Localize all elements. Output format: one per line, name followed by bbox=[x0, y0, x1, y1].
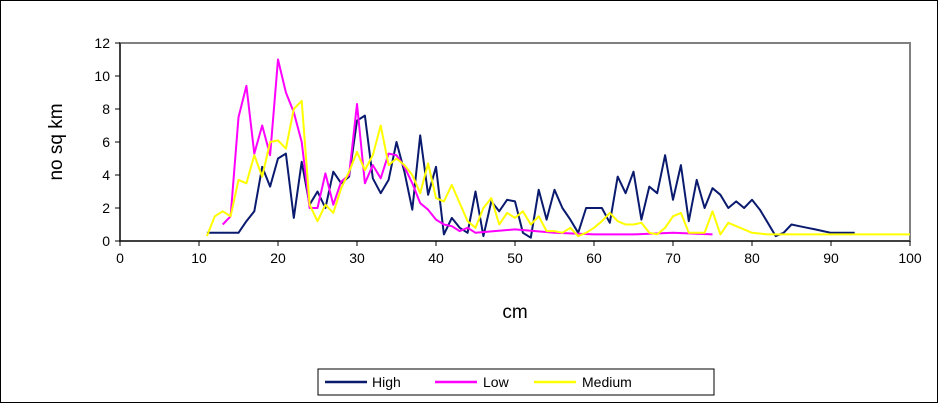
y-tick-label: 10 bbox=[94, 68, 110, 84]
x-tick-label: 50 bbox=[507, 250, 523, 266]
series-line-medium bbox=[205, 99, 910, 238]
series-line-low bbox=[221, 58, 713, 236]
plot-area bbox=[119, 42, 911, 242]
y-tick-label: 8 bbox=[102, 101, 110, 117]
y-tick-label: 12 bbox=[94, 35, 110, 51]
x-tick-label: 40 bbox=[428, 250, 444, 266]
y-tick-label: 6 bbox=[102, 134, 110, 150]
x-axis-title: cm bbox=[502, 302, 527, 323]
x-tick-label: 80 bbox=[744, 250, 760, 266]
x-tick-label: 10 bbox=[191, 250, 207, 266]
series-layer bbox=[205, 58, 910, 239]
y-axis-title: no sq km bbox=[46, 103, 67, 180]
legend-box bbox=[317, 368, 715, 396]
x-tick-label: 0 bbox=[116, 250, 124, 266]
y-tick-label: 2 bbox=[102, 200, 110, 216]
legend: High Low Medium bbox=[317, 368, 715, 396]
x-tick-label: 60 bbox=[586, 250, 602, 266]
legend-label-low: Low bbox=[483, 374, 510, 390]
y-ticks: 0 2 4 6 8 10 12 bbox=[94, 35, 120, 249]
x-tick-label: 20 bbox=[270, 250, 286, 266]
y-tick-label: 0 bbox=[102, 233, 110, 249]
x-tick-label: 90 bbox=[823, 250, 839, 266]
legend-label-high: High bbox=[372, 374, 401, 390]
legend-items: High Low Medium bbox=[325, 374, 632, 390]
x-tick-label: 70 bbox=[665, 250, 681, 266]
legend-label-medium: Medium bbox=[582, 374, 632, 390]
x-tick-label: 100 bbox=[898, 250, 922, 266]
series-line-high bbox=[206, 114, 855, 239]
x-tick-label: 30 bbox=[349, 250, 365, 266]
x-ticks: 0 10 20 30 40 50 60 70 80 90 100 bbox=[116, 241, 922, 266]
y-tick-label: 4 bbox=[102, 167, 110, 183]
